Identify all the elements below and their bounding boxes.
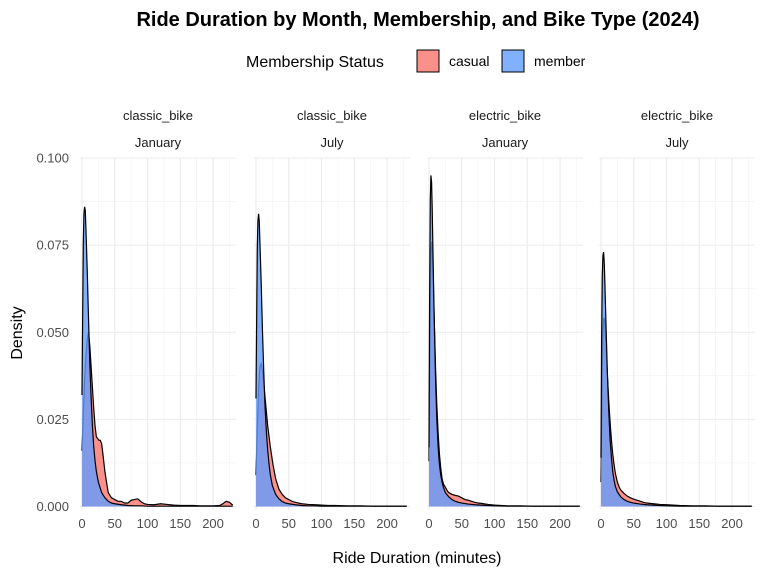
legend-title: Membership Status [246, 54, 384, 71]
density-line-member [600, 251, 752, 507]
strip-label-month: January [135, 135, 182, 150]
x-tick-label: 100 [311, 516, 333, 531]
density-area-casual [600, 318, 752, 507]
x-tick-label: 0 [425, 516, 432, 531]
strip-label-bike: classic_bike [123, 108, 193, 123]
density-area-member [428, 175, 580, 507]
x-tick-label: 100 [484, 516, 506, 531]
x-tick-label: 150 [688, 516, 710, 531]
x-axis-title: Ride Duration (minutes) [333, 550, 502, 567]
y-tick-label: 0.000 [36, 499, 69, 514]
density-area-member [600, 252, 752, 507]
legend-label-casual: casual [449, 53, 489, 69]
y-tick-label: 0.075 [36, 238, 69, 253]
strip-label-bike: electric_bike [469, 108, 541, 123]
x-tick-label: 150 [169, 516, 191, 531]
x-tick-label: 200 [721, 516, 743, 531]
x-tick-label: 0 [597, 516, 604, 531]
x-tick-label: 150 [343, 516, 365, 531]
x-tick-label: 0 [78, 516, 85, 531]
legend-label-member: member [534, 53, 586, 69]
density-line-member [255, 213, 407, 507]
density-line-member [81, 206, 233, 507]
density-line-casual [600, 317, 752, 507]
density-area-member [81, 206, 233, 507]
density-area-member [255, 213, 407, 507]
density-area-casual [255, 363, 407, 507]
x-tick-label: 200 [376, 516, 398, 531]
legend: Membership Status casual member [246, 49, 586, 73]
x-tick-label: 50 [627, 516, 641, 531]
y-tick-label: 0.050 [36, 325, 69, 340]
strip-label-month: July [665, 135, 689, 150]
x-tick-label: 150 [516, 516, 538, 531]
density-line-member [428, 175, 580, 507]
facet-panel-4: electric_bike July 0 50 100 150 200 [597, 108, 755, 531]
x-tick-label: 0 [252, 516, 259, 531]
x-tick-label: 50 [455, 516, 469, 531]
y-axis: 0.000 0.025 0.050 0.075 0.100 [36, 151, 69, 515]
x-tick-label: 100 [137, 516, 159, 531]
strip-label-month: July [320, 135, 344, 150]
x-tick-label: 200 [202, 516, 224, 531]
y-tick-label: 0.100 [36, 151, 69, 166]
x-tick-label: 50 [282, 516, 296, 531]
x-tick-label: 100 [656, 516, 678, 531]
strip-label-month: January [482, 135, 529, 150]
strip-label-bike: classic_bike [297, 108, 367, 123]
x-tick-label: 200 [549, 516, 571, 531]
legend-key-casual [416, 49, 440, 73]
x-tick-label: 50 [108, 516, 122, 531]
chart-title: Ride Duration by Month, Membership, and … [136, 9, 699, 31]
y-tick-label: 0.025 [36, 412, 69, 427]
y-axis-title: Density [9, 306, 26, 359]
density-area-casual [428, 241, 580, 507]
facet-panel-2: classic_bike July 0 50 100 150 200 [252, 108, 410, 531]
facet-panel-3: electric_bike January 0 50 100 150 200 [425, 108, 583, 531]
legend-key-member [501, 49, 525, 73]
density-line-casual [428, 241, 580, 507]
facet-panel-1: classic_bike January 0 50 100 150 200 [78, 108, 236, 531]
strip-label-bike: electric_bike [641, 108, 713, 123]
density-line-casual [255, 361, 407, 507]
